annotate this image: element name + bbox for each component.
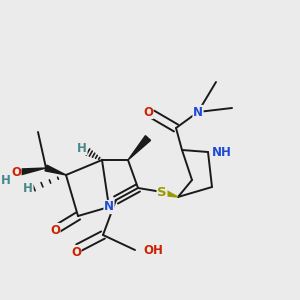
- Text: NH: NH: [212, 146, 232, 158]
- Polygon shape: [45, 165, 66, 175]
- Text: OH: OH: [143, 244, 163, 256]
- Text: H: H: [1, 173, 11, 187]
- Text: O: O: [50, 224, 60, 236]
- Polygon shape: [128, 136, 151, 160]
- Text: N: N: [104, 200, 114, 214]
- Text: O: O: [11, 166, 21, 178]
- Text: H: H: [77, 142, 87, 154]
- Text: O: O: [143, 106, 153, 118]
- Polygon shape: [20, 168, 46, 175]
- Text: H: H: [23, 182, 33, 194]
- Text: O: O: [71, 245, 81, 259]
- Text: S: S: [157, 185, 167, 199]
- Text: N: N: [193, 106, 203, 118]
- Polygon shape: [161, 189, 178, 197]
